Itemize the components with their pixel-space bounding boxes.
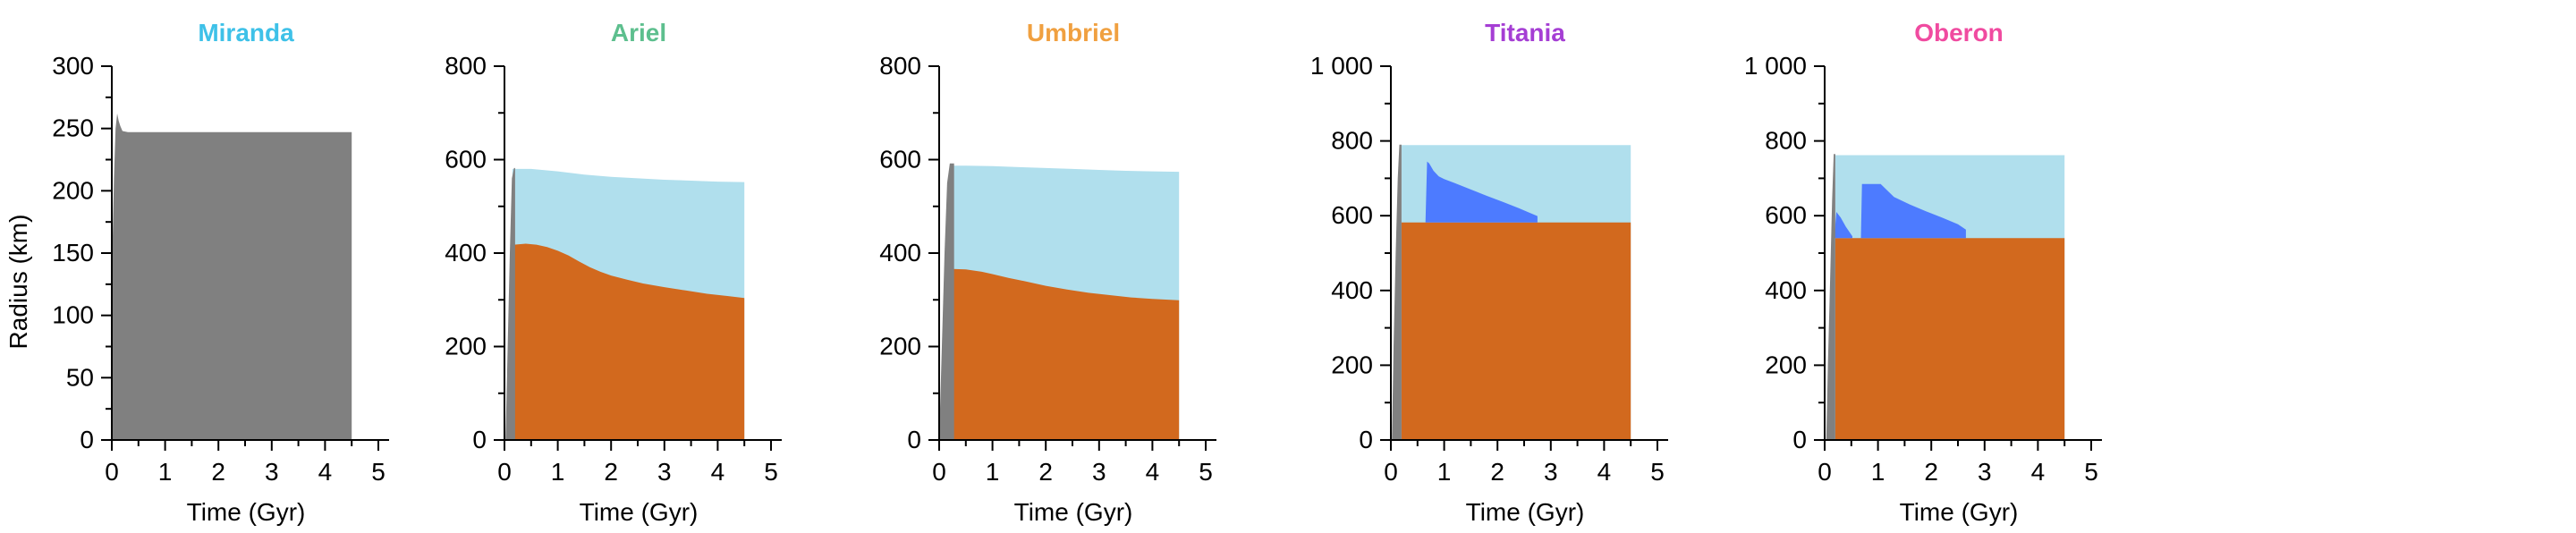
y-tick-label: 400 <box>879 239 921 266</box>
x-tick-label: 2 <box>604 458 618 486</box>
y-tick-label: 800 <box>445 52 487 80</box>
x-tick-label: 0 <box>1384 458 1398 486</box>
y-tick-label: 600 <box>1765 201 1807 229</box>
area-series-2 <box>1835 238 2065 440</box>
x-tick-label: 3 <box>1092 458 1106 486</box>
y-tick-label: 0 <box>1359 426 1373 453</box>
y-tick-label: 600 <box>879 146 921 173</box>
x-tick-label: 4 <box>1146 458 1160 486</box>
y-tick-label: 50 <box>66 363 94 391</box>
area-series-2 <box>513 243 745 440</box>
y-tick-label: 100 <box>52 301 94 329</box>
x-tick-label: 5 <box>2084 458 2098 486</box>
x-tick-label: 4 <box>711 458 725 486</box>
x-tick-label: 5 <box>1650 458 1665 486</box>
x-tick-label: 4 <box>2031 458 2046 486</box>
y-tick-label: 200 <box>52 176 94 204</box>
x-axis-label: Time (Gyr) <box>1014 498 1133 526</box>
panel-2: 0 200 400 600 800 0 1 2 3 4 5 Time (Gyr) Ariel <box>445 19 782 526</box>
x-tick-label: 5 <box>371 458 386 486</box>
y-tick-label: 0 <box>1792 426 1807 453</box>
x-tick-label: 2 <box>1490 458 1504 486</box>
y-tick-label: 200 <box>445 333 487 360</box>
y-tick-label: 300 <box>52 52 94 80</box>
y-tick-label: 0 <box>907 426 921 453</box>
area-series-4 <box>1392 144 1402 441</box>
area-series-3 <box>505 167 515 440</box>
x-tick-label: 1 <box>551 458 565 486</box>
y-tick-label: 800 <box>1765 127 1807 155</box>
x-tick-label: 5 <box>1199 458 1213 486</box>
x-tick-label: 3 <box>265 458 279 486</box>
x-tick-label: 0 <box>932 458 946 486</box>
x-tick-label: 4 <box>318 458 333 486</box>
x-tick-label: 0 <box>497 458 512 486</box>
y-tick-label: 200 <box>879 333 921 360</box>
x-tick-label: 5 <box>764 458 778 486</box>
y-tick-label: 600 <box>445 146 487 173</box>
x-axis-label: Time (Gyr) <box>1900 498 2019 526</box>
y-tick-label: 800 <box>1331 127 1373 155</box>
y-tick-label: 400 <box>1765 276 1807 304</box>
x-tick-label: 2 <box>1038 458 1053 486</box>
panel-3: 0 200 400 600 800 0 1 2 3 4 5 Time (Gyr) Umbriel <box>879 19 1216 526</box>
x-tick-label: 2 <box>1924 458 1938 486</box>
panel-5: 0 200 400 600 800 1 000 0 1 2 3 4 5 Time (Gyr) Oberon <box>1744 19 2102 526</box>
area-series-1 <box>112 113 352 441</box>
chart-title: Titania <box>1485 19 1565 47</box>
y-tick-label: 800 <box>879 52 921 80</box>
chart-title: Miranda <box>198 19 294 47</box>
x-tick-label: 1 <box>1871 458 1885 486</box>
y-tick-label: 200 <box>1331 351 1373 378</box>
y-tick-label: 400 <box>1331 276 1373 304</box>
x-tick-label: 3 <box>1978 458 1992 486</box>
x-tick-label: 1 <box>986 458 1000 486</box>
y-tick-label: 0 <box>472 426 487 453</box>
y-tick-label: 1 000 <box>1310 52 1373 80</box>
panel-4: 0 200 400 600 800 1 000 0 1 2 3 4 5 Time (Gyr) Titani… <box>1310 19 1668 526</box>
area-series-3 <box>939 163 954 440</box>
area-series-2 <box>952 268 1180 440</box>
y-tick-label: 600 <box>1331 201 1373 229</box>
x-tick-label: 0 <box>105 458 119 486</box>
area-series-5 <box>1826 154 1835 440</box>
area-series-3 <box>1425 161 1538 223</box>
area-series-3 <box>1834 212 1852 239</box>
x-tick-label: 4 <box>1597 458 1612 486</box>
x-axis-label: Time (Gyr) <box>187 498 306 526</box>
y-tick-label: 200 <box>1765 351 1807 378</box>
panel-1: 0 50 100 150 200 250 300 0 1 2 3 4 5 Time (Gyr) Mirand… <box>52 19 389 526</box>
x-tick-label: 1 <box>1437 458 1452 486</box>
x-axis-label: Time (Gyr) <box>1466 498 1585 526</box>
chart-title: Oberon <box>1914 19 2004 47</box>
chart-title: Umbriel <box>1027 19 1120 47</box>
y-tick-label: 150 <box>52 239 94 266</box>
x-axis-label: Time (Gyr) <box>580 498 699 526</box>
x-tick-label: 1 <box>158 458 173 486</box>
x-tick-label: 2 <box>211 458 225 486</box>
chart-title: Ariel <box>611 19 666 47</box>
y-axis-label: Radius (km) <box>4 215 32 350</box>
y-tick-label: 0 <box>80 426 94 453</box>
area-series-2 <box>1401 222 1631 440</box>
x-tick-label: 0 <box>1818 458 1832 486</box>
y-tick-label: 400 <box>445 239 487 266</box>
y-tick-label: 1 000 <box>1744 52 1807 80</box>
y-tick-label: 250 <box>52 114 94 142</box>
x-tick-label: 3 <box>1544 458 1558 486</box>
x-tick-label: 3 <box>657 458 672 486</box>
area-series-4 <box>1860 183 1966 239</box>
